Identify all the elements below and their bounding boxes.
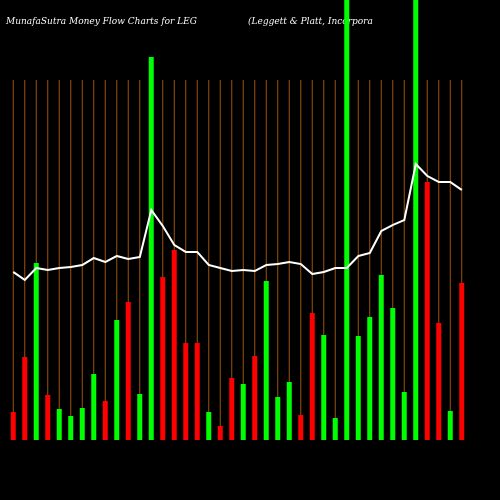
bar: [171, 250, 177, 440]
bar: [68, 416, 74, 440]
bar: [378, 275, 384, 440]
bar: [436, 323, 442, 440]
bar: [447, 411, 453, 440]
bar: [355, 336, 361, 440]
bar: [367, 317, 373, 440]
bar: [298, 415, 304, 440]
bar: [114, 320, 120, 440]
bar: [91, 374, 97, 440]
bar: [56, 409, 62, 440]
bar: [459, 283, 465, 440]
bar: [275, 397, 281, 440]
bar: [229, 378, 235, 440]
bar: [206, 412, 212, 440]
money-flow-line: [12, 161, 463, 282]
bar: [137, 394, 143, 440]
bar: [309, 313, 315, 440]
bar: [183, 343, 189, 440]
bar: [194, 343, 200, 440]
bar: [10, 412, 16, 440]
bar: [125, 302, 131, 440]
bar: [390, 308, 396, 440]
chart-subtitle: (Leggett & Platt, Incorpora: [248, 16, 373, 27]
bar: [286, 382, 292, 440]
bar: [252, 356, 258, 440]
bar: [22, 357, 28, 440]
bar: [263, 281, 269, 440]
bar: [332, 418, 338, 440]
bar: [45, 395, 51, 440]
bar: [160, 277, 166, 440]
bar: [424, 182, 430, 440]
bar: [413, 0, 419, 440]
bar: [240, 384, 246, 440]
bar: [217, 426, 223, 440]
bar: [321, 335, 327, 440]
bar: [33, 263, 39, 440]
bar: [102, 401, 108, 440]
bar: [79, 408, 85, 440]
bar: [401, 392, 407, 440]
chart-title: MunafaSutra Money Flow Charts for LEG: [5, 17, 197, 27]
bar: [344, 0, 350, 440]
bar: [148, 57, 154, 440]
